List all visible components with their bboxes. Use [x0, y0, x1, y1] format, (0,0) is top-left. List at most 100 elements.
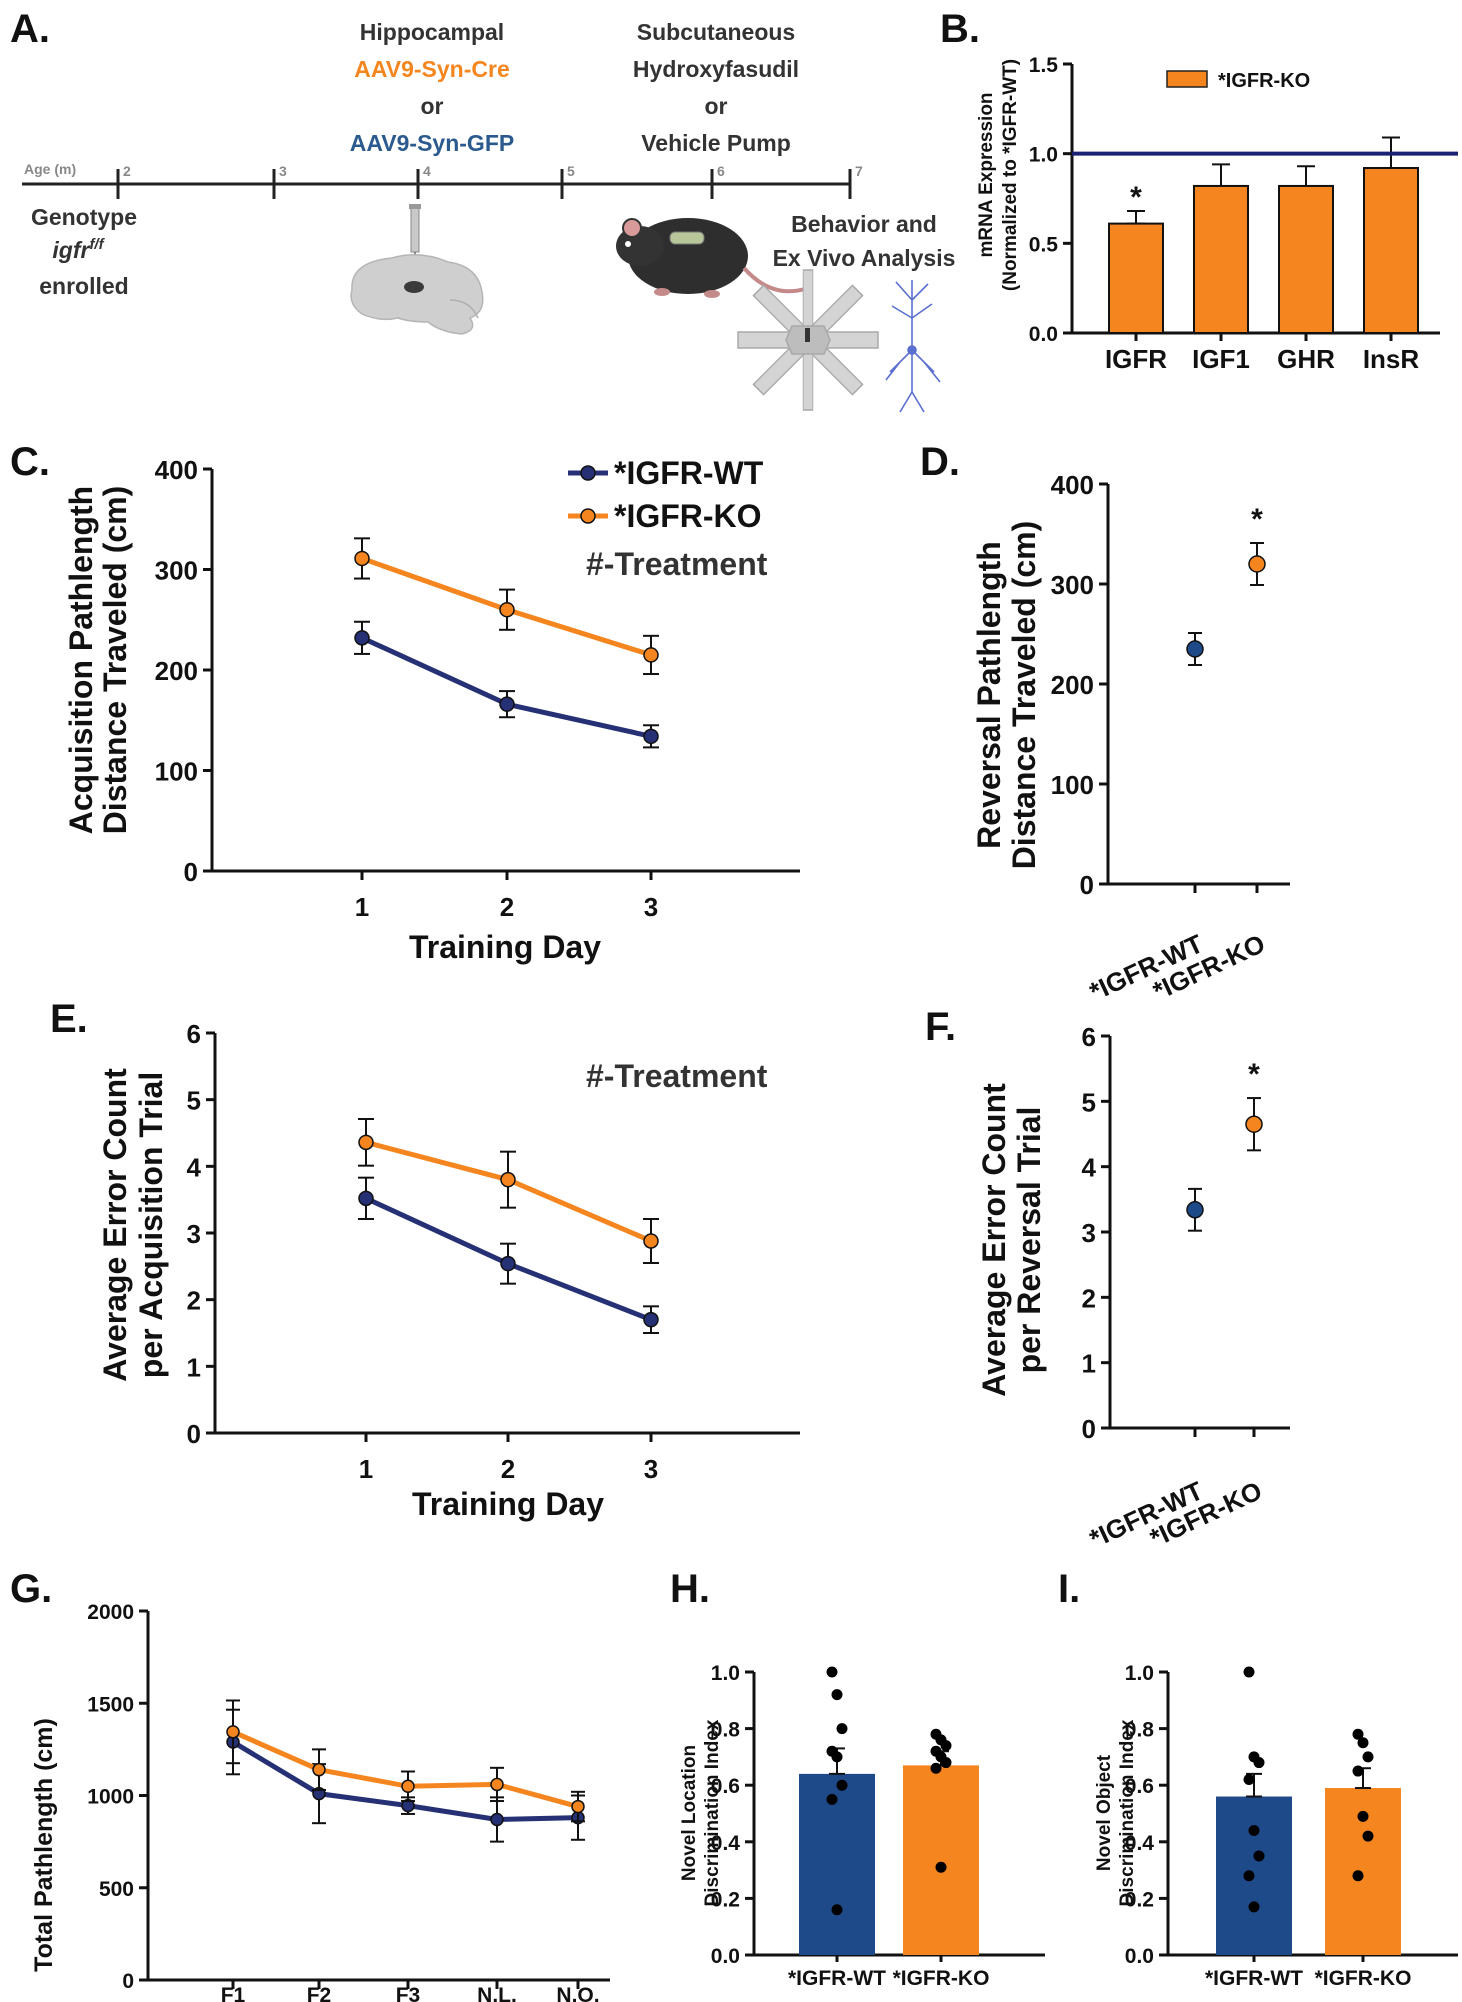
panel-c-data-point [499, 696, 515, 712]
panel-d-y-tick-label: 200 [1051, 670, 1094, 700]
panel-b-bar [1108, 222, 1164, 335]
panel-e-ylabel-2: per Acquisition Trial [133, 1072, 169, 1378]
panel-h-y-tick-label: 0.0 [711, 1945, 740, 1968]
panel-h-y-tick-label: 0.8 [711, 1719, 741, 1742]
panel-h-x-tick-label: *IGFR-WT [788, 1967, 886, 1990]
panel-b-letter: B. [940, 7, 980, 51]
panel-b-bar [1193, 184, 1249, 334]
panel-d-letter: D. [920, 440, 960, 484]
panel-b-bar [1278, 184, 1334, 334]
panel-d-y-tick-label: 300 [1051, 570, 1094, 600]
panel-e-data-point [358, 1190, 374, 1207]
vehicle-pump-label: Vehicle Pump [641, 130, 791, 156]
panel-c-data-point [499, 601, 515, 618]
panel-c-data-point [354, 630, 370, 646]
panel-g-ylabel: Total Pathlength (cm) [30, 1718, 58, 1972]
panel-e: E. Average Error Count per Acquisition T… [50, 997, 800, 1522]
panel-e-y-tick-label: 6 [187, 1019, 201, 1049]
panel-e-annotation: #-Treatment [586, 1058, 768, 1094]
panel-h-individual-point [836, 1779, 848, 1791]
panel-i-individual-point [1243, 1870, 1255, 1882]
panel-b-y-tick-label: 1.5 [1029, 54, 1059, 77]
panel-c-x-tick-label: 1 [355, 892, 369, 922]
panel-i-y-tick-label: 0.6 [1125, 1775, 1154, 1798]
panel-e-y-tick-label: 5 [187, 1086, 201, 1116]
panel-h-letter: H. [670, 1567, 710, 1611]
panel-b-plot: 0.0 0.5 1.0 1.5 IGFR * IGF1 GHR InsR [1029, 54, 1458, 374]
panel-f-y-tick-label: 6 [1082, 1022, 1096, 1052]
panel-i-x-tick-label: *IGFR-WT [1205, 1967, 1303, 1990]
genotype-label: Genotype [31, 204, 137, 230]
panel-h-x-tick-label: *IGFR-KO [893, 1967, 990, 1990]
panel-f-y-tick-label: 2 [1082, 1283, 1096, 1313]
panel-d-y-tick-label: 400 [1051, 470, 1094, 500]
panel-e-data-point [500, 1171, 516, 1188]
panel-e-data-point [500, 1255, 516, 1272]
panel-i-y-tick-label: 1.0 [1125, 1662, 1154, 1685]
aav-cre-label: AAV9-Syn-Cre [354, 56, 510, 82]
panel-f-ylabel-1: Average Error Count [976, 1083, 1012, 1397]
panel-i-individual-point [1352, 1765, 1364, 1777]
panel-g-y-tick-label: 500 [99, 1878, 134, 1901]
panel-i-letter: I. [1058, 1567, 1080, 1611]
panel-c-xlabel: Training Day [409, 929, 601, 965]
panel-i-individual-point [1243, 1774, 1255, 1786]
panel-f-y-tick-label: 3 [1082, 1218, 1096, 1248]
panel-i-plot: 0.0 0.2 0.4 0.6 0.8 1.0 *IGFR-WT *IGFR-KO [1125, 1662, 1458, 1990]
panel-e-x-tick-label: 2 [501, 1454, 515, 1484]
panel-g-x-tick-label: N.O. [556, 1984, 599, 2002]
panel-g-data-point [490, 1777, 504, 1792]
panel-c: C. Acquisition Pathlength Distance Trave… [10, 440, 800, 965]
timeline-tick-label: 6 [717, 163, 725, 179]
panel-b-bar [1363, 167, 1419, 334]
enrolled-label: enrolled [39, 273, 128, 299]
timeline-tick-label: 2 [123, 163, 131, 179]
panel-b-y-tick-label: 0.0 [1029, 323, 1058, 346]
ex-vivo-label: Ex Vivo Analysis [773, 245, 956, 271]
panel-h-individual-point [831, 1904, 843, 1916]
panel-c-y-tick-label: 200 [155, 656, 198, 686]
panel-h-y-tick-label: 0.2 [711, 1888, 740, 1911]
panel-i-individual-point [1362, 1830, 1374, 1842]
panel-g-data-point [571, 1799, 585, 1814]
panel-g-x-tick-label: F2 [307, 1984, 332, 2002]
subcutaneous-label: Subcutaneous [637, 19, 795, 45]
panel-e-x-tick-label: 1 [359, 1454, 373, 1484]
panel-g-plot: 0 500 1000 1500 2000 F1 F2 F3 N.L. N.O. [87, 1601, 610, 2002]
panel-e-y-tick-label: 3 [187, 1219, 201, 1249]
panel-e-y-tick-label: 1 [187, 1352, 201, 1382]
timeline-tick-label: 5 [567, 163, 575, 179]
panel-c-legend-wt-marker [580, 465, 596, 481]
panel-c-series-line [360, 635, 652, 739]
panel-i-ylabel-1: Novel Object [1094, 1754, 1115, 1871]
panel-i-individual-point [1248, 1901, 1260, 1913]
panel-h-individual-point [940, 1757, 952, 1769]
panel-i-individual-point [1253, 1850, 1265, 1862]
panel-b-legend-swatch [1166, 70, 1208, 88]
panel-f-ylabel-2: per Reversal Trial [1011, 1107, 1047, 1374]
panel-i-individual-point [1243, 1666, 1255, 1678]
panel-f-y-tick-label: 5 [1082, 1087, 1096, 1117]
panel-h-individual-point [935, 1861, 947, 1873]
panel-e-y-tick-label: 0 [187, 1419, 201, 1449]
panel-g-data-point [226, 1725, 240, 1739]
panel-g-series-line [231, 1729, 579, 1809]
timeline-tick-label: 4 [423, 163, 431, 179]
panel-c-y-tick-label: 300 [155, 556, 198, 586]
panel-c-x-tick-label: 2 [500, 892, 514, 922]
panel-g-data-point [312, 1762, 326, 1777]
or-label-2: or [705, 93, 728, 119]
panel-c-y-tick-label: 100 [155, 757, 198, 787]
panel-e-plot: 0 1 2 3 4 5 6 1 2 3 [187, 1019, 800, 1484]
panel-i-individual-point [1362, 1751, 1374, 1763]
panel-f-y-tick-label: 0 [1082, 1414, 1096, 1444]
panel-i-individual-point [1357, 1737, 1369, 1749]
panel-a-letter: A. [10, 7, 50, 51]
timeline-ticks: 2 3 4 5 6 7 [116, 163, 863, 199]
panel-g: G. Total Pathlength (cm) 0 500 1000 1500 200… [10, 1567, 610, 2002]
panel-d: D. Reversal Pathlength Distance Traveled… [920, 440, 1290, 1007]
aav-gfp-label: AAV9-Syn-GFP [350, 130, 514, 156]
panel-h-individual-point [930, 1762, 942, 1774]
